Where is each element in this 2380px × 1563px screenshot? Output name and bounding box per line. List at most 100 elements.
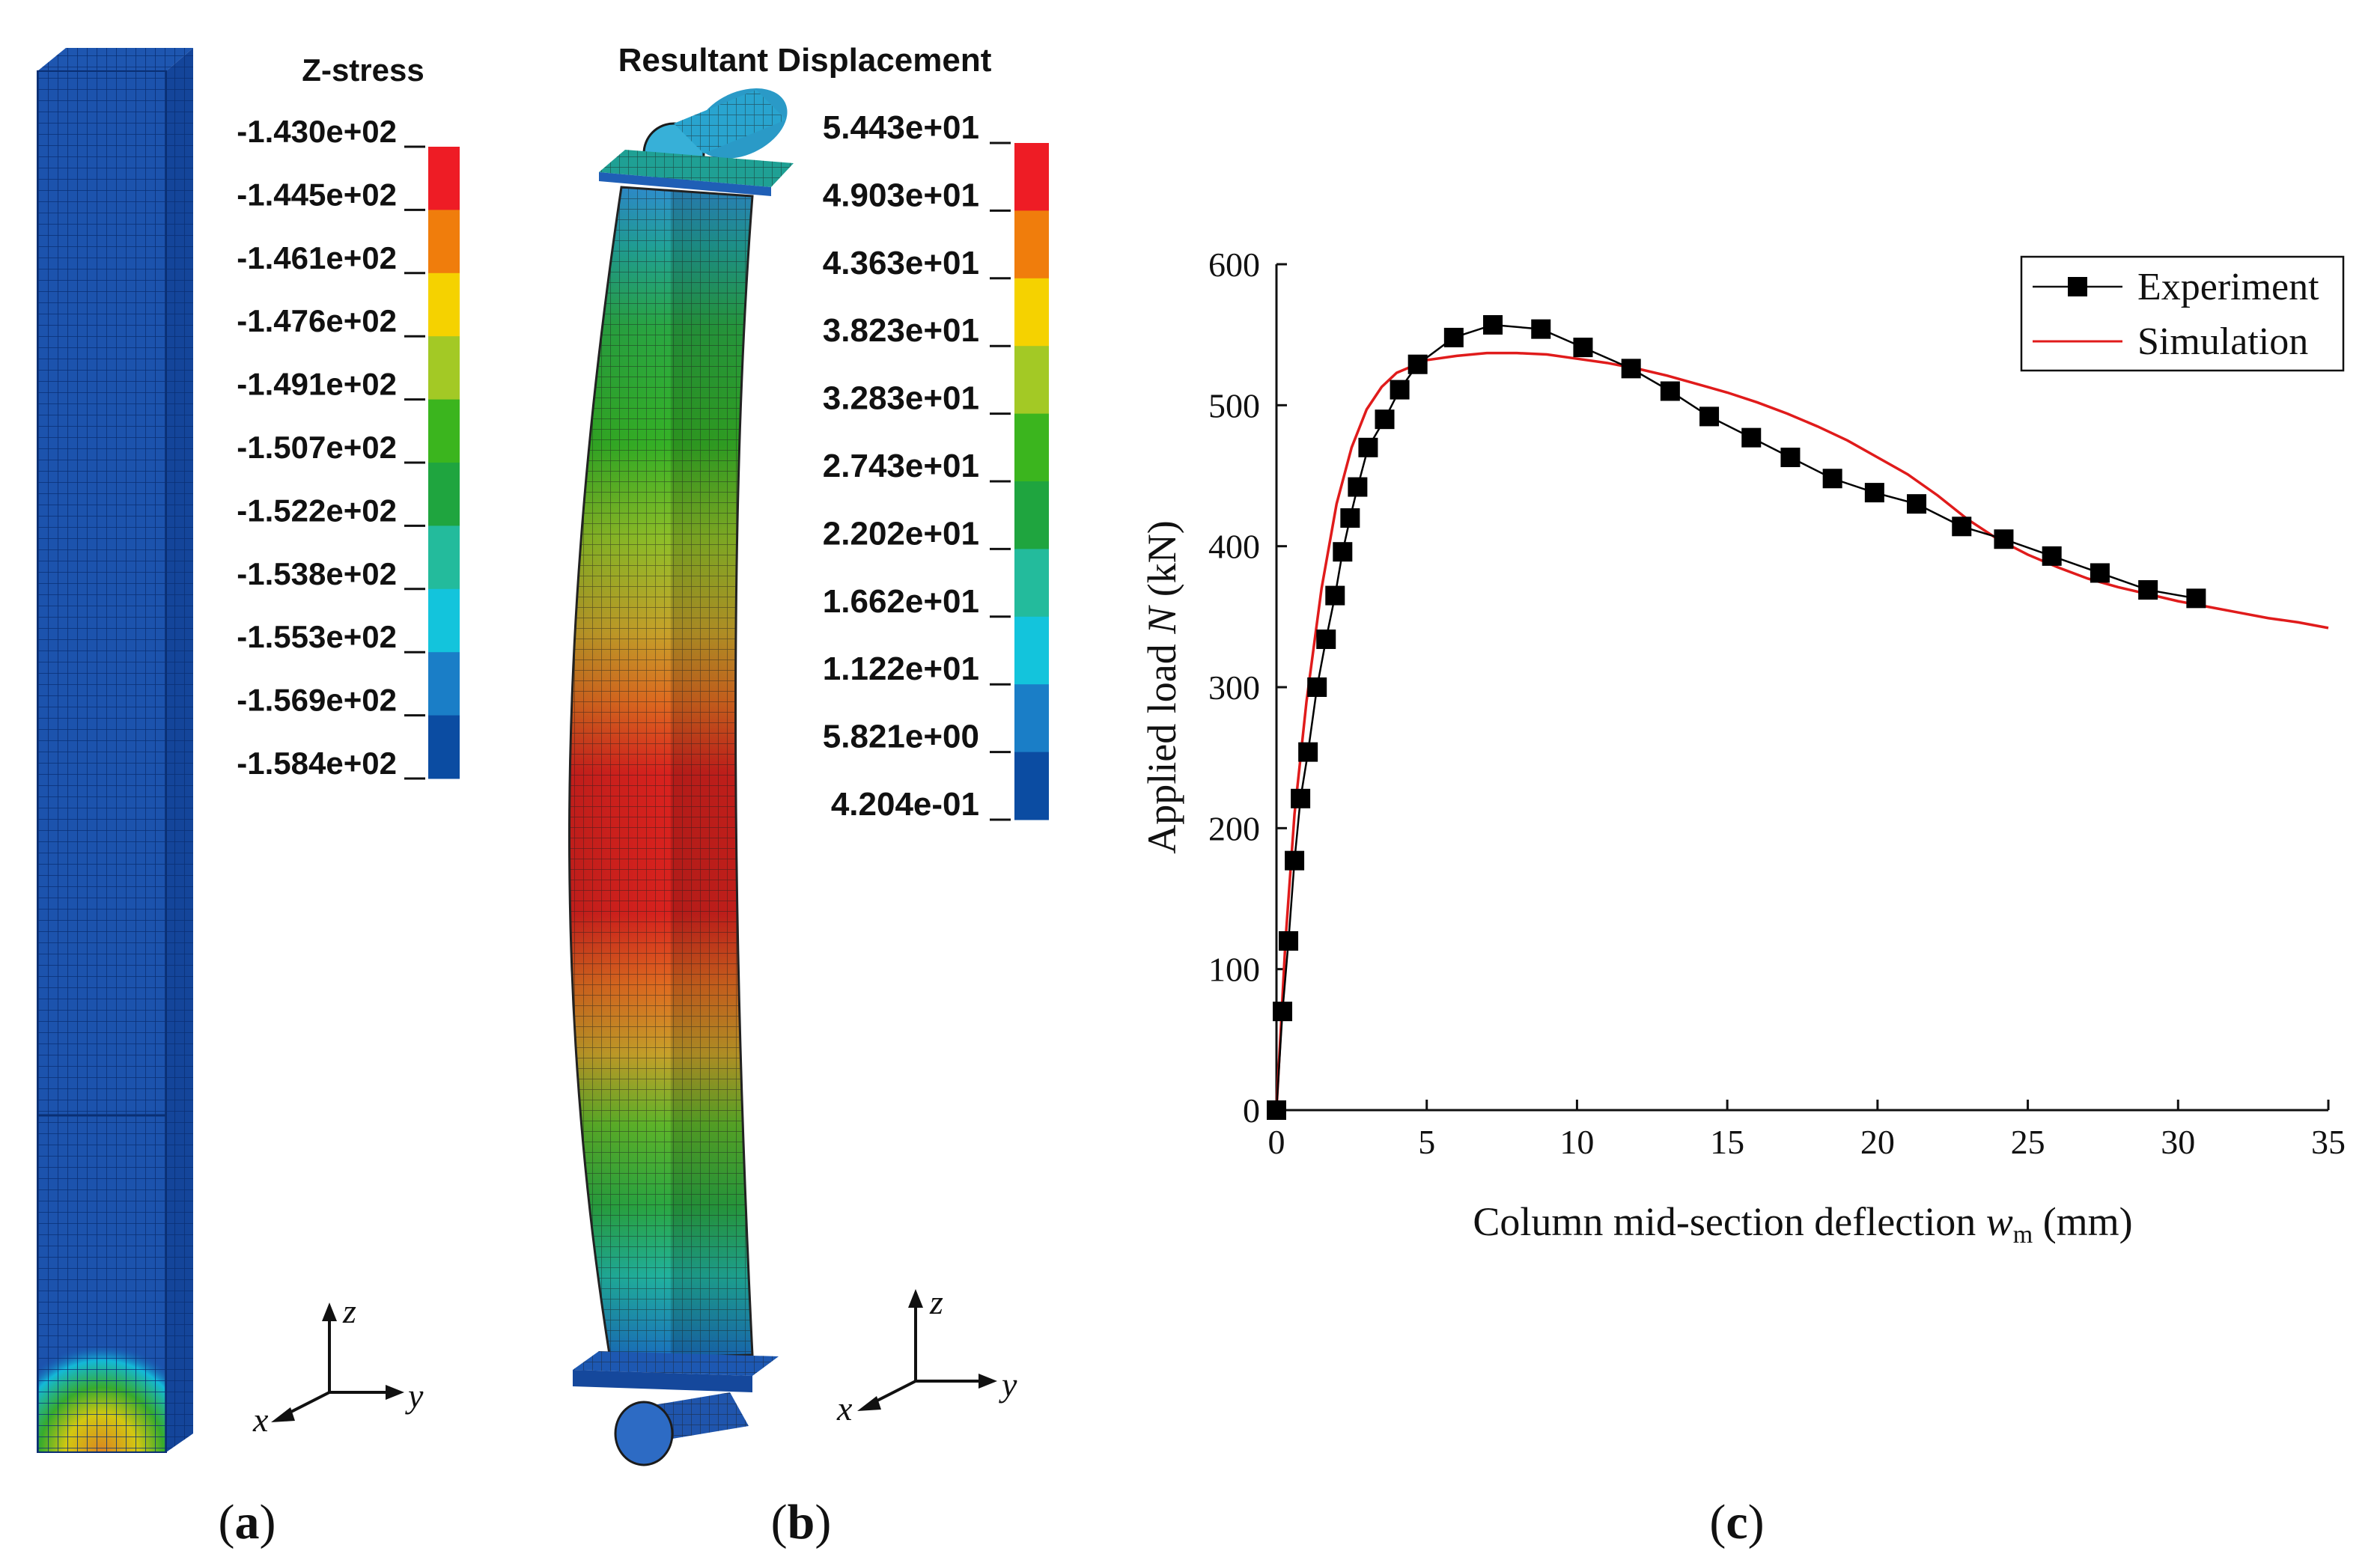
panel_b-colorbar-segment	[1014, 210, 1049, 279]
experiment-point	[1952, 517, 1972, 537]
caption-c: (c)	[1709, 1495, 1764, 1550]
experiment-point	[1699, 406, 1720, 427]
x-tick-label: 30	[2161, 1123, 2195, 1161]
legend-a-colorbar: -1.430e+02 -1.445e+02 -1.461e+02 -1.476e+02…	[237, 114, 460, 781]
legend-experiment-marker	[2068, 277, 2087, 296]
axis-b-y-label: y	[999, 1365, 1017, 1404]
panel_a-level-label: -1.553e+02	[237, 619, 397, 654]
panel_b-level-label: 4.204e-01	[831, 786, 979, 823]
experiment-point	[1864, 483, 1884, 503]
panel_a-colorbar-segment	[428, 652, 460, 716]
x-tick-label: 25	[2011, 1123, 2045, 1161]
experiment-point	[1307, 677, 1327, 697]
panel_b-colorbar-segment	[1014, 752, 1049, 820]
axis-b-z-label: z	[929, 1283, 943, 1321]
panel_b-level-label: 2.743e+01	[823, 448, 979, 484]
panel_b-level-label: 4.903e+01	[823, 177, 979, 213]
x-ticks: 0 5 10 15 20 25 30 35	[1268, 1100, 2346, 1161]
legend-b-title: Resultant Displacement	[618, 42, 992, 79]
panel_b-level-label: 1.122e+01	[823, 651, 979, 687]
experiment-point	[1621, 359, 1641, 379]
experiment-point	[1348, 477, 1368, 497]
experiment-point	[1279, 931, 1299, 951]
experiment-point	[1267, 1100, 1286, 1120]
y-tick-label: 200	[1208, 809, 1260, 847]
panel_a-colorbar-segment	[428, 336, 460, 400]
caption-b: (b)	[771, 1495, 832, 1550]
panel_b-colorbar-segment	[1014, 616, 1049, 685]
panel_a-colorbar-segment	[428, 715, 460, 779]
panel_b-level-label: 2.202e+01	[823, 515, 979, 552]
axis-a-y-label: y	[405, 1377, 424, 1415]
load-deflection-chart: 0 5 10 15 20 25 30 35 0 100 200 300 400 500 600 Colum…	[1139, 246, 2346, 1249]
experiment-point	[1291, 788, 1311, 808]
experiment-line	[1275, 323, 2197, 1111]
experiment-point	[1285, 850, 1305, 871]
panel_a-colorbar-segment	[428, 525, 460, 590]
panel_b-colorbar-segment	[1014, 278, 1049, 347]
plot-frame	[1276, 264, 2328, 1110]
panel_a-level-label: -1.476e+02	[237, 303, 397, 338]
experiment-point	[2090, 563, 2110, 583]
panel_a-level-label: -1.584e+02	[237, 746, 397, 781]
y-tick-label: 400	[1208, 528, 1260, 566]
experiment-point	[1333, 542, 1353, 562]
experiment-point	[1660, 381, 1680, 401]
axis-a-z-label: z	[342, 1292, 356, 1330]
experiment-point	[1443, 327, 1464, 347]
legend-box	[2020, 255, 2345, 372]
column-a-model	[37, 48, 193, 1453]
experiment-point	[1741, 427, 1762, 448]
axis-triad-a: z y x	[252, 1292, 424, 1439]
bottom-plate	[573, 1351, 779, 1392]
panel_a-level-label: -1.507e+02	[237, 430, 397, 465]
caption-a: (a)	[219, 1495, 276, 1550]
experiment-point	[1822, 469, 1842, 489]
axis-triad-b: z y x	[836, 1283, 1017, 1428]
axis-b-x-label: x	[836, 1389, 853, 1428]
panel_b-level-label: 3.823e+01	[823, 312, 979, 349]
legend-b-colorbar: 5.443e+01 4.903e+01 4.363e+01 3.823e+01 3.28…	[823, 109, 1049, 823]
experiment-point	[1531, 319, 1551, 339]
panel_b-level-label: 1.662e+01	[823, 583, 979, 620]
panel-b: Resultant Displacement 5.443e+01 4.903e+0…	[567, 42, 1049, 1550]
panel_b-colorbar-segment	[1014, 684, 1049, 753]
experiment-point	[1407, 354, 1428, 374]
y-tick-label: 500	[1208, 386, 1260, 424]
panel_b-level-label: 4.363e+01	[823, 245, 979, 281]
simulation-line	[1275, 351, 2329, 1111]
y-tick-label: 300	[1208, 668, 1260, 707]
experiment-point	[2042, 546, 2062, 566]
series-experiment	[1267, 314, 2206, 1120]
y-axis-label: Applied load N (kN)	[1139, 520, 1184, 853]
experiment-point	[1340, 508, 1360, 528]
panel_b-level-label: 3.283e+01	[823, 380, 979, 417]
panel_b-colorbar-segment	[1014, 143, 1049, 211]
panel_b-level-label: 5.821e+00	[823, 719, 979, 755]
chart-legend: Experiment Simulation	[2020, 255, 2345, 372]
experiment-point	[2186, 588, 2206, 609]
experiment-point	[1780, 448, 1801, 468]
y-tick-label: 100	[1208, 951, 1260, 989]
experiment-point	[1375, 409, 1395, 430]
x-tick-label: 5	[1418, 1123, 1435, 1161]
experiment-point	[1325, 585, 1345, 606]
panel_b-colorbar-segment	[1014, 481, 1049, 549]
x-tick-label: 15	[1710, 1123, 1744, 1161]
panel_a-colorbar-segment	[428, 399, 460, 463]
panel_a-level-label: -1.538e+02	[237, 556, 397, 591]
panel-a: Z-stress -1.430e+02-1.445e+02-1.461e+02-…	[37, 48, 460, 1550]
top-plate	[599, 150, 794, 196]
panel_a-level-label: -1.461e+02	[237, 240, 397, 275]
experiment-point	[2138, 580, 2158, 600]
experiment-point	[1316, 629, 1336, 649]
panel_b-level-label: 5.443e+01	[823, 109, 979, 146]
column-b-model	[567, 88, 794, 1466]
x-tick-label: 20	[1860, 1123, 1895, 1161]
legend-simulation-label: Simulation	[2137, 320, 2308, 363]
experiment-point	[1483, 314, 1503, 335]
experiment-point	[1358, 437, 1378, 457]
panel_b-colorbar-segment	[1014, 346, 1049, 415]
experiment-point	[1273, 1002, 1293, 1022]
